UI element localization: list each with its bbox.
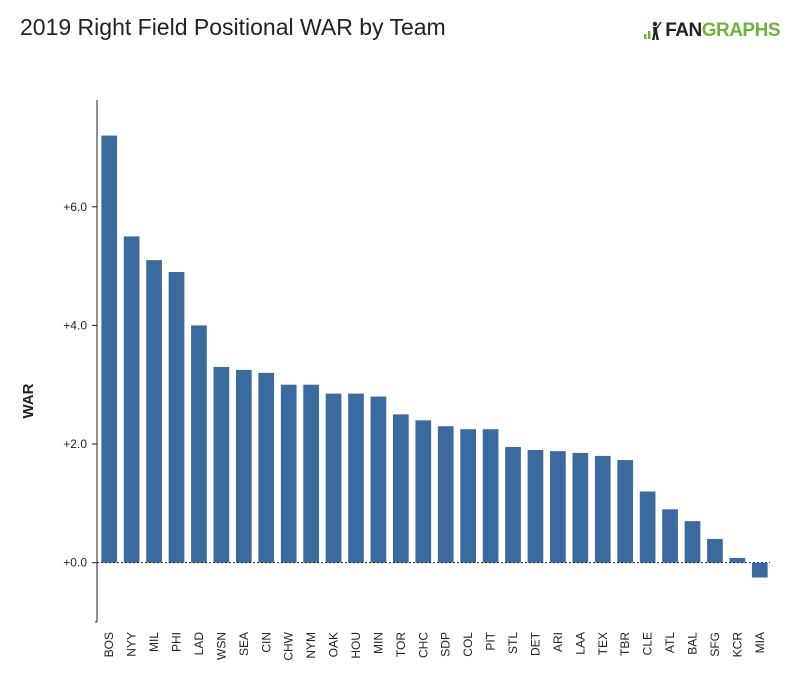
- bar-atl: [662, 509, 678, 563]
- x-tick-label: STL: [506, 632, 520, 654]
- x-tick-label: WSN: [214, 632, 228, 660]
- bar-laa: [572, 452, 589, 563]
- x-tick-label: ATL: [663, 632, 677, 653]
- bar-kcr: [729, 557, 746, 563]
- chart-title: 2019 Right Field Positional WAR by Team: [20, 14, 446, 40]
- x-tick-label: CHC: [416, 632, 430, 658]
- x-tick-label: SEA: [237, 632, 251, 656]
- x-tick-label: CHW: [282, 631, 296, 660]
- x-tick-label: KCR: [730, 632, 744, 658]
- y-axis-label: WAR: [20, 383, 37, 418]
- x-tick-label: PHI: [170, 632, 184, 652]
- bar-tbr: [617, 460, 634, 563]
- x-tick-label: ARI: [551, 632, 565, 652]
- y-tick-label: +0.0: [63, 556, 87, 570]
- bar-cle: [639, 491, 656, 563]
- bar-ari: [550, 451, 566, 563]
- x-tick-label: COL: [461, 632, 475, 657]
- y-tick-label: +6.0: [63, 200, 87, 214]
- bar-nym: [303, 384, 319, 563]
- bar-oak: [325, 393, 342, 563]
- bar-cin: [258, 372, 275, 563]
- bar-nyy: [123, 236, 140, 563]
- bar-lad: [191, 325, 207, 563]
- bar-min: [370, 396, 387, 563]
- bar-mia: [751, 562, 768, 578]
- x-tick-label: MIL: [147, 632, 161, 652]
- x-tick-label: CLE: [641, 632, 655, 655]
- bar-bos: [101, 135, 118, 563]
- x-tick-label: NYY: [125, 632, 139, 657]
- x-tick-label: DET: [528, 631, 542, 656]
- batter-icon: [644, 21, 662, 40]
- bar-det: [527, 449, 544, 563]
- x-tick-label: BAL: [685, 632, 699, 655]
- x-tick-label: HOU: [349, 632, 363, 659]
- bar-hou: [348, 393, 364, 563]
- x-tick-label: SDP: [439, 632, 453, 657]
- bar-col: [460, 429, 477, 563]
- y-tick-label: +4.0: [63, 318, 87, 332]
- bar-mil: [146, 260, 162, 563]
- bar-chc: [415, 420, 432, 563]
- fangraphs-logo[interactable]: FAN GRAPHS: [644, 20, 781, 42]
- x-tick-label: BOS: [102, 632, 116, 657]
- x-tick-label: OAK: [327, 632, 341, 657]
- x-tick-label: LAA: [573, 632, 587, 655]
- x-tick-label: LAD: [192, 632, 206, 656]
- bar-tex: [594, 455, 611, 563]
- bar-stl: [505, 447, 521, 563]
- x-tick-label: NYM: [304, 632, 318, 659]
- logo-text-fan: FAN: [665, 20, 702, 41]
- y-tick-label: +2.0: [63, 437, 87, 451]
- x-tick-label: SFG: [708, 632, 722, 657]
- bar-wsn: [213, 366, 230, 563]
- x-tick-label: PIT: [484, 631, 498, 650]
- x-tick-label: TOR: [394, 632, 408, 657]
- bar-sea: [235, 369, 252, 563]
- x-tick-label: TBR: [618, 632, 632, 656]
- bar-chw: [280, 384, 297, 563]
- x-tick-label: MIA: [753, 632, 767, 653]
- x-tick-label: CIN: [259, 632, 273, 653]
- logo-text-graphs: GRAPHS: [701, 20, 781, 41]
- x-tick-label: TEX: [596, 632, 610, 655]
- x-tick-label: MIN: [371, 632, 385, 654]
- bar-pit: [482, 429, 499, 563]
- bar-sdp: [437, 426, 454, 563]
- bar-phi: [168, 272, 185, 563]
- bar-bal: [684, 521, 701, 563]
- bar-sfg: [707, 538, 723, 563]
- bar-tor: [392, 414, 409, 563]
